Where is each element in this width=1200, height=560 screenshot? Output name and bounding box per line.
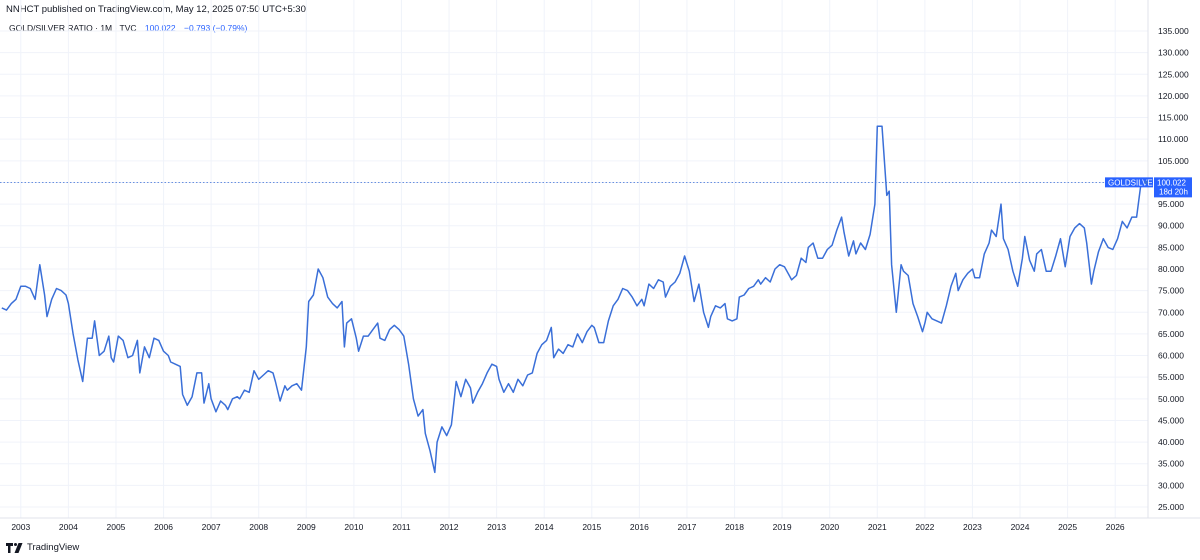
x-tick-label: 2013 (487, 522, 506, 532)
x-tick-label: 2018 (725, 522, 744, 532)
x-tick-label: 2023 (963, 522, 982, 532)
tradingview-logo-icon (6, 543, 23, 553)
x-tick-label: 2004 (59, 522, 78, 532)
y-tick-label: 120.000 (1158, 91, 1189, 101)
last-price-bg (1154, 177, 1192, 198)
x-tick-label: 2008 (249, 522, 268, 532)
chart-grid (0, 0, 1148, 518)
footer[interactable]: TradingView (6, 542, 79, 553)
x-tick-label: 2017 (677, 522, 696, 532)
y-tick-label: 50.000 (1158, 394, 1184, 404)
y-tick-label: 125.000 (1158, 69, 1189, 79)
x-tick-label: 2025 (1058, 522, 1077, 532)
x-tick-label: 2012 (440, 522, 459, 532)
last-price-value: 100.022 (1157, 178, 1186, 187)
x-tick-label: 2020 (820, 522, 839, 532)
x-tick-label: 2007 (202, 522, 221, 532)
y-tick-label: 65.000 (1158, 329, 1184, 339)
x-tick-label: 2011 (392, 522, 411, 532)
x-tick-label: 2009 (297, 522, 316, 532)
y-tick-label: 55.000 (1158, 372, 1184, 382)
x-tick-label: 2024 (1011, 522, 1030, 532)
y-tick-label: 70.000 (1158, 307, 1184, 317)
y-tick-label: 85.000 (1158, 242, 1184, 252)
y-tick-label: 75.000 (1158, 286, 1184, 296)
bar-countdown: 18d 20h (1159, 187, 1188, 196)
ticker-label-bg (1105, 177, 1153, 188)
y-tick-label: 130.000 (1158, 48, 1189, 58)
ticker-label: GOLDSILVER (1108, 178, 1159, 187)
x-tick-label: 2026 (1106, 522, 1125, 532)
y-tick-label: 45.000 (1158, 415, 1184, 425)
y-tick-label: 25.000 (1158, 502, 1184, 512)
series-legend[interactable]: GOLD/SILVER RATIO · 1M · TVC 100.022 −0.… (9, 23, 247, 33)
x-tick-label: 2022 (915, 522, 934, 532)
x-tick-label: 2021 (868, 522, 887, 532)
time-axis[interactable]: 2003 2004 2005 2006 2007 2008 2009 2010 2011 2012… (11, 522, 1125, 532)
x-tick-label: 2006 (154, 522, 173, 532)
y-tick-label: 95.000 (1158, 199, 1184, 209)
y-tick-label: 35.000 (1158, 459, 1184, 469)
y-tick-label: 90.000 (1158, 221, 1184, 231)
price-label: GOLDSILVER 100.022 18d 20h (1105, 177, 1192, 198)
y-tick-label: 60.000 (1158, 351, 1184, 361)
y-tick-label: 135.000 (1158, 26, 1189, 36)
legend-change: −0.793 (−0.79%) (184, 23, 248, 33)
series-line (1, 125, 1147, 474)
x-tick-label: 2005 (107, 522, 126, 532)
x-tick-label: 2010 (344, 522, 363, 532)
y-tick-label: 105.000 (1158, 156, 1189, 166)
legend-value: 100.022 (144, 23, 176, 33)
y-tick-label: 80.000 (1158, 264, 1184, 274)
y-tick-label: 110.000 (1158, 134, 1188, 144)
published-note: NNHCT published on TradingView.com, May … (6, 4, 306, 15)
x-tick-label: 2015 (582, 522, 601, 532)
last-point-marker (1144, 180, 1148, 185)
x-tick-label: 2016 (630, 522, 649, 532)
footer-brand: TradingView (27, 542, 80, 553)
y-tick-label: 40.000 (1158, 437, 1184, 447)
price-axis[interactable]: 25.000 30.000 35.000 40.000 45.000 50.000 55.0… (1158, 26, 1189, 512)
y-tick-label: 115.000 (1158, 113, 1188, 123)
x-tick-label: 2003 (11, 522, 30, 532)
x-tick-label: 2014 (535, 522, 554, 532)
x-tick-label: 2019 (773, 522, 792, 532)
legend-symbol: GOLD/SILVER RATIO · 1M · TVC (9, 23, 137, 33)
y-tick-label: 30.000 (1158, 480, 1184, 490)
